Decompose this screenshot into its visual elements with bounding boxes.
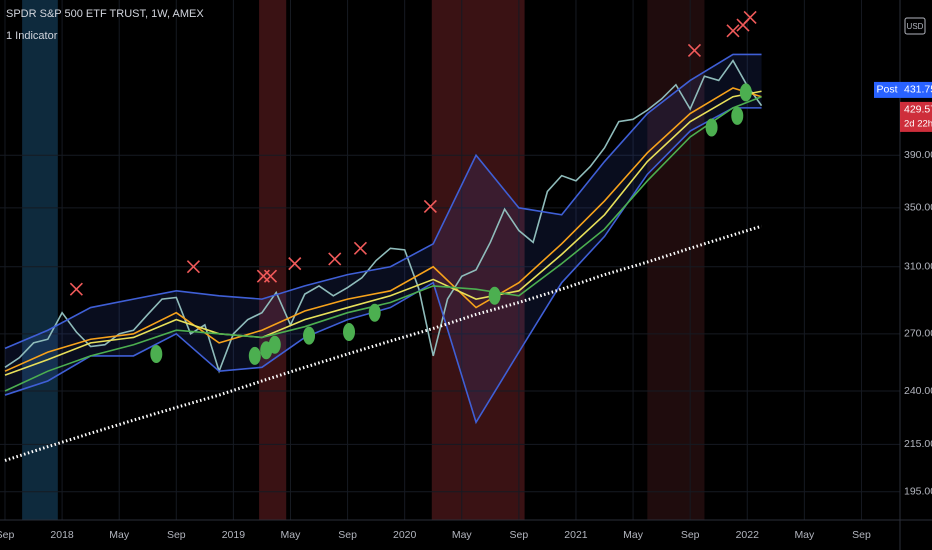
series-line	[4, 59, 763, 374]
chart-title: SPDR S&P 500 ETF TRUST, 1W, AMEX	[6, 8, 204, 20]
post-tag	[874, 81, 900, 98]
x-tick-label: Sep	[510, 529, 529, 541]
x-tick-label: Sep	[681, 529, 700, 541]
post-tag-label: Post	[876, 84, 897, 96]
y-tick-label: 195.00	[904, 486, 932, 498]
x-tick-label: May	[281, 529, 302, 541]
y-tick-label: 310.00	[904, 261, 932, 273]
buy-signal	[488, 286, 501, 305]
x-tick-label: 2021	[564, 529, 588, 541]
last-price: 429.57	[904, 104, 932, 116]
buy-signal	[343, 323, 356, 342]
sell-signal	[328, 252, 342, 266]
sell-signal	[69, 282, 83, 296]
x-tick-label: 2020	[393, 529, 417, 541]
signal-region	[259, 0, 287, 520]
regions	[22, 0, 705, 520]
currency[interactable]: USD	[907, 22, 924, 31]
signal-region	[22, 0, 58, 520]
x-tick-label: May	[623, 529, 644, 541]
x-tick-label: May	[109, 529, 130, 541]
y-tick-label: 240.00	[904, 385, 932, 397]
buy-signal	[739, 83, 752, 102]
signal-region	[431, 0, 525, 520]
buy-signal	[150, 345, 163, 364]
series-line	[4, 90, 762, 376]
sell-signal	[743, 10, 757, 25]
y-tick-label: 270.00	[904, 328, 932, 340]
sell-signal	[353, 241, 367, 255]
x-tick-label: Sep	[852, 529, 871, 541]
series-line	[4, 53, 762, 350]
post-price: 431.75	[904, 84, 932, 96]
buy-signal	[731, 106, 744, 125]
series-line	[4, 107, 762, 425]
series-line	[4, 95, 762, 392]
indicator-count: 1 Indicator	[6, 30, 58, 42]
buy-signal	[248, 346, 261, 365]
signal-region	[647, 0, 705, 520]
x-tick-label: 2022	[736, 529, 760, 541]
sell-signal	[687, 43, 702, 58]
sell-signal	[263, 269, 278, 283]
series-line	[4, 224, 762, 462]
y-tick-label: 390.00	[904, 149, 932, 161]
series-line	[4, 87, 762, 372]
sell-signal	[186, 260, 200, 274]
y-tick-label: 350.00	[904, 202, 932, 214]
last-price-box	[900, 101, 932, 132]
buy-signal	[705, 118, 718, 137]
y-tick-label: 215.00	[904, 438, 932, 450]
buy-signal	[268, 335, 281, 354]
x-tick-label: 2018	[50, 529, 74, 541]
x-tick-label: May	[452, 529, 473, 541]
plot	[4, 10, 763, 462]
x-tick-label: Sep	[338, 529, 357, 541]
post-price-box	[900, 81, 932, 98]
buy-signal	[368, 303, 381, 322]
buy-signal	[303, 326, 316, 345]
sell-signal	[726, 24, 740, 38]
countdown: 2d 22h	[904, 118, 932, 129]
sell-signal	[288, 257, 302, 271]
axes: 195.00 215.00 240.00 270.00 310.00 350.00 390.…	[0, 81, 932, 541]
x-tick-label: Sep	[0, 529, 14, 541]
sell-signal	[423, 199, 437, 214]
grid	[0, 0, 900, 520]
currency-box[interactable]	[904, 17, 926, 35]
x-tick-label: May	[794, 529, 815, 541]
x-tick-label: Sep	[167, 529, 186, 541]
band-fill	[4, 54, 762, 423]
x-tick-label: 2019	[222, 529, 246, 541]
